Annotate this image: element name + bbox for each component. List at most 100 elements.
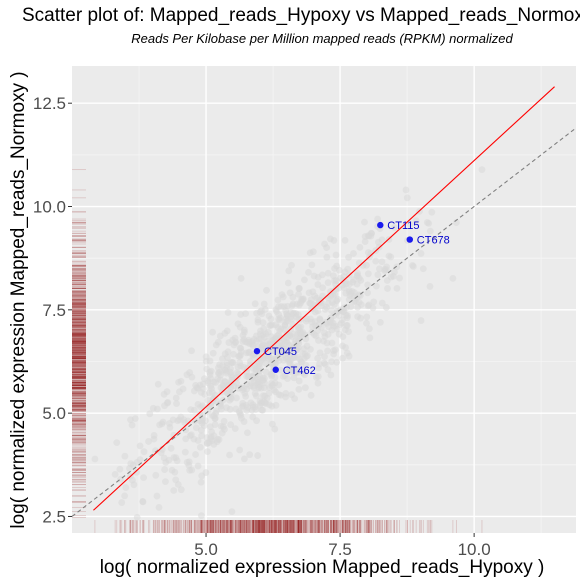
background-point bbox=[240, 418, 248, 425]
background-point bbox=[251, 374, 259, 381]
background-point bbox=[307, 296, 315, 303]
background-point bbox=[121, 452, 129, 460]
background-point bbox=[159, 418, 167, 426]
background-point bbox=[329, 319, 337, 327]
highlight-point-ct678 bbox=[406, 236, 413, 243]
background-point bbox=[314, 379, 322, 387]
background-point bbox=[182, 426, 190, 434]
background-point bbox=[253, 309, 261, 317]
background-point bbox=[249, 342, 257, 350]
background-point bbox=[196, 443, 204, 451]
background-point bbox=[366, 334, 374, 342]
background-point bbox=[428, 208, 436, 216]
y-tick-label: 7.5 bbox=[42, 301, 66, 320]
background-point bbox=[331, 290, 339, 298]
background-point bbox=[197, 478, 205, 486]
background-point bbox=[376, 265, 383, 273]
background-point bbox=[406, 220, 414, 228]
background-point bbox=[264, 342, 271, 350]
y-axis-title: log( normalized expression Mapped_reads_… bbox=[8, 71, 29, 528]
background-point bbox=[278, 349, 285, 357]
background-point bbox=[274, 296, 282, 304]
background-point bbox=[228, 508, 236, 516]
background-point bbox=[317, 296, 325, 304]
background-point bbox=[226, 451, 233, 459]
background-point bbox=[139, 498, 147, 505]
highlight-point-ct462 bbox=[272, 366, 279, 373]
background-point bbox=[211, 421, 219, 429]
background-point bbox=[324, 269, 332, 277]
background-point bbox=[192, 451, 199, 458]
background-point bbox=[282, 318, 290, 326]
background-point bbox=[303, 315, 311, 323]
background-point bbox=[327, 371, 335, 379]
background-point bbox=[237, 311, 245, 318]
background-point bbox=[285, 331, 293, 339]
background-point bbox=[214, 364, 222, 372]
background-point bbox=[239, 399, 247, 407]
background-point bbox=[297, 331, 305, 339]
background-point bbox=[331, 346, 339, 354]
background-point bbox=[315, 321, 323, 329]
background-point bbox=[209, 349, 217, 357]
background-point bbox=[294, 311, 302, 319]
background-point bbox=[261, 384, 268, 392]
background-point bbox=[237, 411, 245, 419]
background-point bbox=[242, 392, 250, 400]
background-point bbox=[167, 444, 175, 452]
background-point bbox=[230, 341, 238, 349]
background-point bbox=[205, 403, 213, 410]
background-point bbox=[274, 323, 282, 331]
background-point bbox=[223, 404, 230, 412]
background-point bbox=[270, 340, 278, 348]
background-point bbox=[324, 366, 332, 374]
background-point bbox=[316, 349, 324, 357]
background-point bbox=[363, 319, 370, 327]
highlighted-points: CT115 CT678 CT045 CT462 bbox=[253, 220, 450, 377]
background-point bbox=[203, 439, 211, 447]
background-point bbox=[308, 261, 316, 269]
background-point bbox=[309, 288, 317, 296]
background-point bbox=[276, 366, 284, 374]
background-point bbox=[240, 326, 248, 334]
background-point bbox=[209, 328, 216, 336]
background-point bbox=[256, 360, 263, 368]
background-point bbox=[262, 368, 270, 376]
x-tick-label: 7.5 bbox=[328, 540, 352, 559]
background-point bbox=[145, 438, 152, 445]
background-point bbox=[367, 232, 375, 240]
background-point bbox=[344, 312, 351, 320]
background-point bbox=[190, 406, 198, 414]
background-point bbox=[309, 248, 317, 256]
background-point bbox=[283, 310, 290, 317]
background-point bbox=[350, 250, 357, 257]
background-point bbox=[323, 253, 331, 261]
background-point bbox=[341, 236, 349, 244]
background-point bbox=[426, 227, 434, 235]
background-point bbox=[297, 323, 305, 331]
background-point bbox=[323, 320, 330, 327]
background-point bbox=[181, 448, 189, 456]
reference-lines bbox=[71, 86, 577, 517]
background-point bbox=[335, 266, 343, 274]
background-point bbox=[409, 263, 417, 270]
background-point bbox=[266, 322, 274, 329]
background-point bbox=[324, 347, 331, 355]
background-point bbox=[323, 244, 331, 252]
background-point bbox=[198, 432, 206, 440]
background-point bbox=[259, 319, 267, 327]
y-tick-label: 2.5 bbox=[42, 507, 66, 526]
background-point bbox=[314, 373, 322, 380]
x-tick-label: 10.0 bbox=[458, 540, 491, 559]
background-point bbox=[342, 322, 350, 329]
background-point bbox=[209, 412, 216, 420]
background-point bbox=[140, 448, 148, 456]
background-point bbox=[403, 194, 411, 202]
background-point bbox=[245, 373, 252, 381]
background-point bbox=[116, 465, 124, 473]
background-point bbox=[387, 253, 395, 261]
background-point bbox=[258, 376, 266, 384]
background-point bbox=[295, 385, 303, 393]
background-point bbox=[295, 290, 302, 298]
background-point bbox=[419, 265, 427, 273]
